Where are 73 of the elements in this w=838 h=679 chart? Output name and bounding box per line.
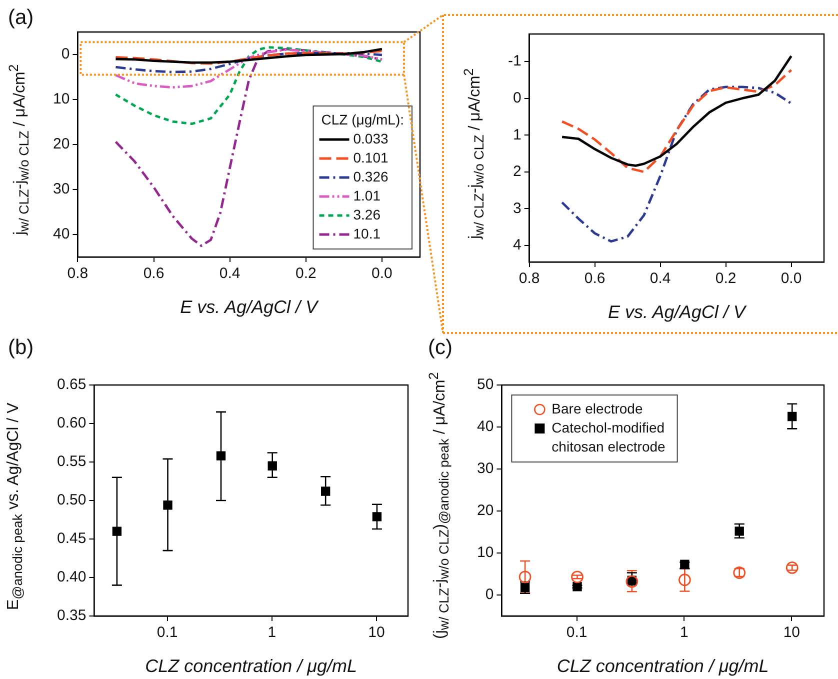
y-tick-label: 0.60 [56,414,86,432]
legend-label: 0.101 [353,149,389,166]
x-tick-label: 0.2 [295,265,316,282]
legend-label: 1.01 [353,187,381,204]
point [163,500,172,510]
y-tick-label: 0.55 [56,453,86,470]
legend-label: Catechol-modified chitosan electrode [552,419,666,454]
x-axis-title: CLZ concentration / μg/mL [144,656,358,677]
point [518,570,532,584]
x-tick-label: 10 [783,624,800,642]
x-tick-label: 0.2 [715,270,736,288]
y-tick-label: 10 [476,544,494,562]
x-tick-label: 1 [680,624,688,642]
y-tick-label: 30 [52,180,70,198]
y-tick-label: -1 [508,52,522,70]
line-series [114,52,384,74]
x-tick-label: 1 [268,624,276,642]
x-tick-label: 0.0 [780,270,802,288]
y-tick-label: 4 [512,236,522,254]
text: (c) [428,336,452,360]
legend-label: 0.326 [353,168,389,184]
y-tick-label: 2 [512,163,522,180]
y-tick-label: 0 [61,46,70,63]
legend-title: CLZ (μg/mL): [321,111,404,128]
y-tick-label: 0 [512,89,522,106]
x-axis-title: E vs. Ag/AgCl / V [179,297,320,318]
line-series [560,68,792,174]
legend-label: 10.1 [353,225,381,242]
y-tick-label: 0.40 [56,568,86,586]
x-tick-label: 0.6 [584,270,606,288]
y-tick-label: 0.45 [56,530,86,548]
line-series [560,86,792,243]
y-tick-label: 20 [52,136,70,153]
y-tick-label: 0.50 [56,492,86,509]
point [216,451,226,460]
x-tick-label: 0.6 [143,265,164,282]
y-tick-label: 0 [485,586,494,604]
x-axis-title: CLZ concentration / μg/mL [556,656,770,677]
point [626,575,638,588]
x-tick-label: 0.1 [566,624,588,642]
x-tick-label: 0.4 [650,270,671,288]
point [372,512,382,522]
line-series [114,48,384,89]
y-tick-label: 40 [52,226,70,243]
point [572,582,582,592]
x-axis-title: E vs. Ag/AgCl / V [606,302,748,323]
y-tick-label: 0.65 [56,376,86,394]
point [268,461,277,470]
y-tick-label: 0.35 [56,607,86,624]
point [678,574,691,586]
legend-label: 0.033 [353,130,389,146]
y-tick-label: 40 [476,418,494,436]
x-tick-label: 0.0 [372,265,392,282]
y-tick-label: 50 [476,376,494,394]
y-tick-label: 20 [476,502,494,520]
legend-label: 3.26 [353,206,381,222]
point [786,562,798,574]
y-tick-label: 10 [52,90,70,108]
y-tick-label: 3 [512,200,522,217]
text: (b) [8,336,34,360]
x-tick-label: 0.8 [518,270,540,288]
y-tick-label: 1 [512,126,522,144]
point [571,570,584,584]
x-tick-label: 0.1 [156,624,178,642]
point [788,412,797,422]
x-tick-label: 0.4 [219,265,240,282]
point [321,486,330,496]
point [112,526,122,536]
legend-label: Bare electrode [552,400,643,416]
y-tick-label: 30 [476,460,494,478]
x-tick-label: 10 [368,624,385,642]
x-tick-label: 0.8 [67,265,88,282]
text: (a) [8,6,34,30]
